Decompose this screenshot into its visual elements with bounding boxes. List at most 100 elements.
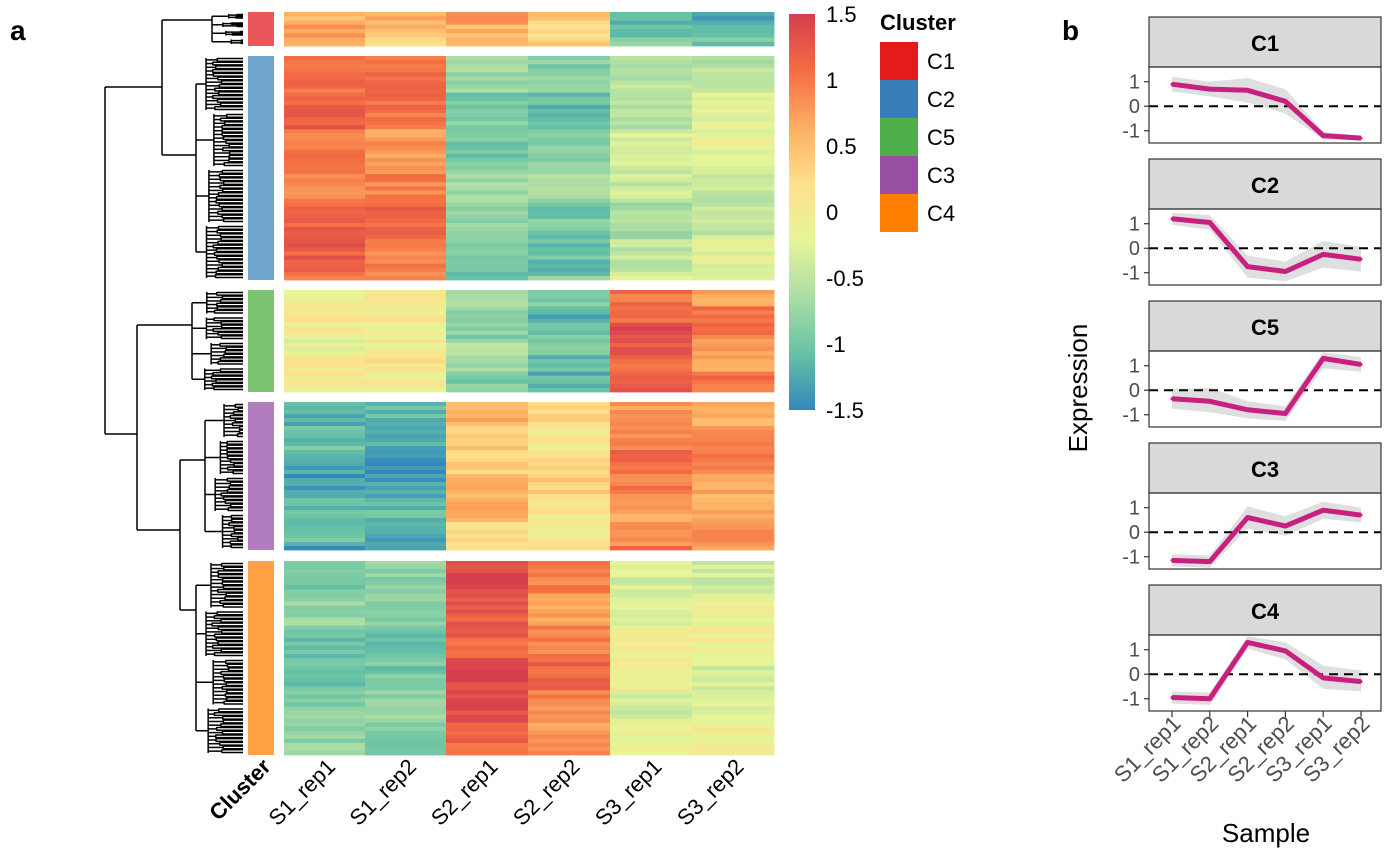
heatmap-cell (365, 426, 447, 431)
heatmap-cell (446, 20, 529, 26)
heatmap-cell (365, 750, 447, 756)
heatmap-cell (692, 117, 775, 122)
heatmap-cell (528, 514, 611, 519)
heatmap-cell (446, 565, 529, 570)
heatmap-cell (528, 494, 611, 499)
heatmap-cell (446, 383, 529, 389)
heatmap-cell (284, 129, 366, 134)
color-scale-legend: 1.5 1 0.5 0 -0.5 -1 -1.5 (789, 2, 864, 423)
heatmap-cell (610, 514, 693, 519)
heatmap-column-label: S1_rep1 (264, 754, 341, 831)
heatmap-cell (610, 750, 693, 756)
heatmap-cell (528, 334, 611, 340)
heatmap-cell (610, 165, 693, 171)
heatmap-cell (284, 29, 366, 34)
heatmap-cell (528, 742, 611, 748)
heatmap-cell (692, 161, 775, 167)
heatmap-cell (610, 718, 693, 724)
heatmap-cell (692, 375, 775, 381)
heatmap-cell (610, 422, 693, 427)
heatmap-cell (284, 125, 366, 130)
heatmap-cell (528, 502, 611, 507)
profile-point (1208, 560, 1212, 564)
heatmap-cell (528, 80, 611, 85)
heatmap-cell (365, 314, 447, 319)
heatmap-cell (284, 714, 366, 720)
heatmap-cell (610, 16, 693, 21)
heatmap-cell (365, 121, 447, 126)
heatmap-cell (610, 108, 693, 114)
heatmap-cell (528, 363, 611, 368)
heatmap-cell (610, 318, 693, 324)
heatmap-cell (284, 227, 366, 232)
heatmap-cell (692, 522, 775, 527)
heatmap-cell (528, 645, 611, 651)
heatmap-cell (528, 318, 611, 324)
heatmap-cell (365, 231, 447, 236)
heatmap-cell (365, 730, 447, 736)
heatmap-cell (284, 239, 366, 244)
heatmap-cell (610, 621, 693, 627)
heatmap-cell (610, 534, 693, 539)
heatmap-cell (610, 347, 693, 352)
heatmap-cell (365, 16, 447, 21)
heatmap-cell (692, 714, 775, 720)
heatmap-cell (610, 210, 693, 216)
heatmap-cell (610, 462, 693, 467)
heatmap-cell (284, 113, 366, 118)
heatmap-cell (528, 367, 611, 372)
heatmap-cell (692, 738, 775, 744)
heatmap-cell (610, 137, 693, 142)
heatmap-cell (446, 637, 529, 643)
heatmap-cell (528, 294, 611, 299)
heatmap-cell (365, 100, 447, 106)
heatmap-cell (365, 306, 447, 311)
heatmap-cell (446, 322, 529, 328)
heatmap-cell (284, 430, 366, 435)
heatmap-cell (284, 41, 366, 47)
heatmap-cell (528, 231, 611, 236)
heatmap-cell (528, 64, 611, 69)
heatmap-cell (610, 589, 693, 594)
heatmap-cell (365, 247, 447, 252)
heatmap-cell (692, 108, 775, 114)
heatmap-cell (692, 76, 775, 81)
facet-c5: C5 10 -1 (1122, 300, 1382, 428)
heatmap-cell (284, 474, 366, 479)
heatmap-cell (610, 726, 693, 732)
heatmap-cell (284, 722, 366, 728)
heatmap-cell (528, 462, 611, 467)
heatmap-cell (284, 577, 366, 582)
heatmap-cell (446, 526, 529, 531)
heatmap-cell (284, 302, 366, 307)
heatmap-cell (692, 530, 775, 535)
heatmap-cell (692, 542, 775, 547)
heatmap-cell (365, 267, 447, 273)
heatmap-cell (365, 202, 447, 208)
heatmap-cell (365, 56, 447, 61)
heatmap-cell (446, 84, 529, 89)
heatmap-cell (284, 326, 366, 332)
heatmap-cell (365, 259, 447, 265)
heatmap-cell (446, 24, 529, 30)
heatmap-cell (365, 60, 447, 65)
heatmap-cell (692, 625, 775, 631)
heatmap-cell (284, 542, 366, 547)
heatmap-cell (692, 645, 775, 651)
heatmap-cell (610, 56, 693, 61)
heatmap-cell (610, 450, 693, 455)
heatmap-cell (446, 235, 529, 240)
heatmap-cell (284, 149, 366, 155)
heatmap-cell (284, 621, 366, 627)
heatmap-cell (692, 510, 775, 515)
heatmap-cell (528, 125, 611, 130)
heatmap-cell (365, 746, 447, 752)
heatmap-cell (692, 617, 775, 623)
heatmap-cell (528, 206, 611, 212)
heatmap-cell (446, 522, 529, 527)
heatmap-cell (528, 597, 611, 602)
heatmap-cell (528, 613, 611, 618)
heatmap-cell (610, 255, 693, 261)
heatmap-cell (284, 506, 366, 511)
